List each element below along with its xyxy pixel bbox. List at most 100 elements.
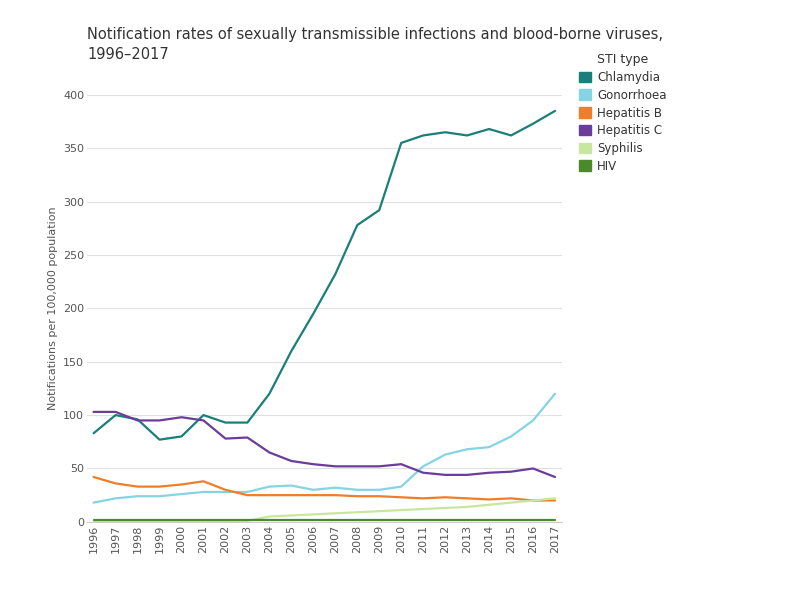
- HIV: [111, 516, 120, 523]
- Syphilis: [331, 510, 340, 517]
- Chlamydia: [199, 412, 208, 419]
- Syphilis: [265, 513, 274, 520]
- Hepatitis C: [331, 463, 340, 470]
- Syphilis: [155, 517, 165, 524]
- Gonorrhoea: [353, 486, 362, 493]
- Hepatitis C: [221, 435, 230, 442]
- Hepatitis B: [441, 494, 450, 501]
- Hepatitis B: [396, 494, 406, 501]
- Gonorrhoea: [133, 493, 142, 500]
- Hepatitis C: [265, 449, 274, 456]
- Chlamydia: [353, 222, 362, 229]
- Gonorrhoea: [199, 489, 208, 496]
- Chlamydia: [176, 433, 186, 440]
- HIV: [484, 516, 494, 523]
- Chlamydia: [265, 390, 274, 397]
- Syphilis: [89, 517, 98, 524]
- Chlamydia: [286, 347, 296, 355]
- Hepatitis B: [551, 497, 560, 504]
- Hepatitis B: [155, 483, 165, 490]
- HIV: [221, 516, 230, 523]
- Hepatitis C: [374, 463, 384, 470]
- Chlamydia: [528, 120, 538, 127]
- Hepatitis C: [243, 434, 252, 441]
- Hepatitis B: [528, 497, 538, 504]
- Chlamydia: [111, 412, 120, 419]
- Gonorrhoea: [176, 490, 186, 498]
- Gonorrhoea: [286, 482, 296, 489]
- HIV: [463, 516, 472, 523]
- Chlamydia: [418, 132, 428, 139]
- Line: Hepatitis C: Hepatitis C: [93, 412, 555, 477]
- Syphilis: [463, 503, 472, 511]
- Hepatitis B: [89, 473, 98, 480]
- Chlamydia: [155, 436, 165, 443]
- Chlamydia: [374, 206, 384, 213]
- Syphilis: [374, 508, 384, 515]
- HIV: [89, 516, 98, 523]
- Hepatitis C: [199, 417, 208, 424]
- Text: Notification rates of sexually transmissible infections and blood-borne viruses,: Notification rates of sexually transmiss…: [87, 27, 663, 62]
- Hepatitis B: [353, 493, 362, 500]
- Syphilis: [506, 499, 516, 506]
- Gonorrhoea: [441, 451, 450, 458]
- Hepatitis B: [111, 480, 120, 487]
- Hepatitis C: [111, 409, 120, 416]
- Gonorrhoea: [418, 463, 428, 470]
- Hepatitis C: [308, 461, 318, 468]
- Gonorrhoea: [396, 483, 406, 490]
- Y-axis label: Notifications per 100,000 population: Notifications per 100,000 population: [47, 206, 58, 410]
- Hepatitis B: [484, 496, 494, 503]
- Line: Syphilis: Syphilis: [93, 498, 555, 521]
- Chlamydia: [551, 107, 560, 114]
- Chlamydia: [133, 416, 142, 423]
- Chlamydia: [506, 132, 516, 139]
- Hepatitis C: [418, 469, 428, 476]
- HIV: [133, 516, 142, 523]
- HIV: [374, 516, 384, 523]
- Hepatitis C: [176, 414, 186, 421]
- Hepatitis C: [463, 471, 472, 479]
- HIV: [265, 516, 274, 523]
- Chlamydia: [396, 139, 406, 146]
- Chlamydia: [308, 310, 318, 317]
- Syphilis: [221, 517, 230, 524]
- Gonorrhoea: [463, 446, 472, 453]
- Syphilis: [551, 495, 560, 502]
- Gonorrhoea: [551, 390, 560, 397]
- Hepatitis C: [155, 417, 165, 424]
- Hepatitis B: [331, 492, 340, 499]
- Gonorrhoea: [265, 483, 274, 490]
- Hepatitis B: [463, 495, 472, 502]
- HIV: [441, 516, 450, 523]
- Hepatitis B: [418, 495, 428, 502]
- Chlamydia: [221, 419, 230, 426]
- Hepatitis B: [286, 492, 296, 499]
- Hepatitis B: [308, 492, 318, 499]
- HIV: [396, 516, 406, 523]
- Gonorrhoea: [484, 444, 494, 451]
- Hepatitis B: [199, 478, 208, 485]
- Line: Gonorrhoea: Gonorrhoea: [93, 394, 555, 503]
- Hepatitis C: [286, 457, 296, 464]
- Syphilis: [484, 501, 494, 508]
- Syphilis: [441, 505, 450, 512]
- Legend: Chlamydia, Gonorrhoea, Hepatitis B, Hepatitis C, Syphilis, HIV: Chlamydia, Gonorrhoea, Hepatitis B, Hepa…: [579, 53, 667, 173]
- Line: Hepatitis B: Hepatitis B: [93, 477, 555, 500]
- Gonorrhoea: [221, 489, 230, 496]
- HIV: [199, 516, 208, 523]
- Syphilis: [176, 517, 186, 524]
- Line: Chlamydia: Chlamydia: [93, 111, 555, 439]
- Chlamydia: [243, 419, 252, 426]
- Syphilis: [308, 511, 318, 518]
- Chlamydia: [331, 270, 340, 278]
- Syphilis: [199, 517, 208, 524]
- Hepatitis C: [506, 468, 516, 475]
- Chlamydia: [463, 132, 472, 139]
- Hepatitis C: [396, 461, 406, 468]
- Hepatitis B: [243, 492, 252, 499]
- Syphilis: [353, 509, 362, 516]
- Gonorrhoea: [243, 489, 252, 496]
- Hepatitis B: [374, 493, 384, 500]
- HIV: [353, 516, 362, 523]
